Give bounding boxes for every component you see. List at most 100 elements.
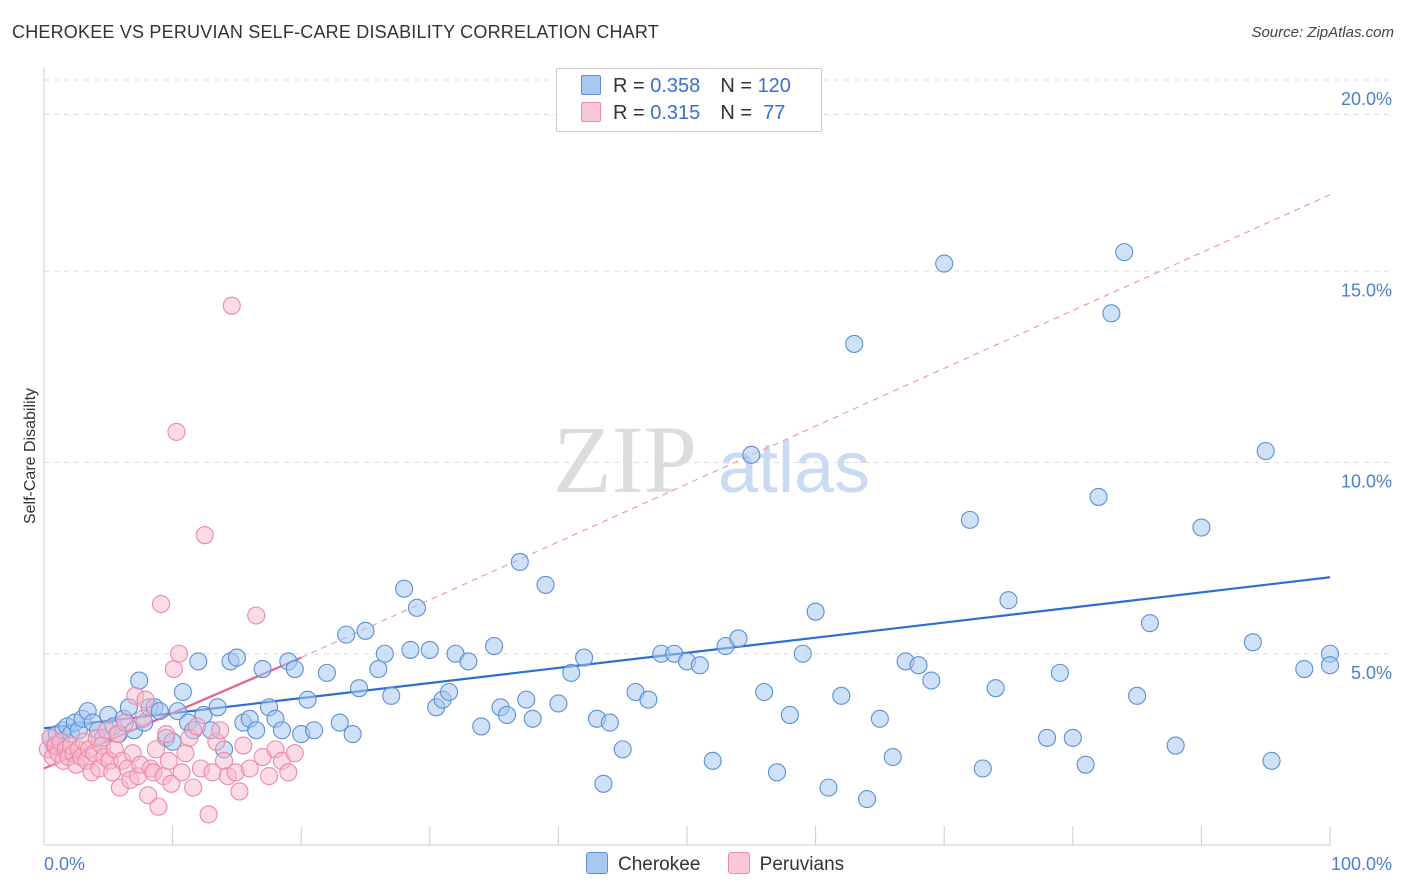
- y-axis-label: Self-Care Disability: [22, 388, 39, 524]
- peruvian-trend-extension: [300, 194, 1331, 659]
- cherokee-point: [562, 663, 581, 682]
- cherokee-point: [1102, 304, 1121, 323]
- cherokee-point: [1243, 633, 1262, 652]
- legend-r-value: 0.358: [650, 75, 701, 97]
- legend-item-cherokee: Cherokee: [586, 852, 700, 876]
- peruvian-point: [149, 797, 168, 816]
- source-label: Source: ZipAtlas.com: [1251, 24, 1394, 41]
- cherokee-point: [845, 334, 864, 353]
- legend-r-label: R =: [613, 75, 651, 97]
- cherokee-point: [375, 644, 394, 663]
- cherokee-point: [1050, 663, 1069, 682]
- peruvian-point: [133, 709, 153, 728]
- cherokee-point: [382, 686, 401, 705]
- cherokee-point: [510, 552, 529, 572]
- peruvian-point: [164, 659, 183, 679]
- cherokee-point: [1038, 728, 1057, 747]
- cherokee-point: [857, 790, 877, 809]
- x-tick-labels: 0.0% 100.0%: [44, 854, 1392, 874]
- cherokee-point: [173, 682, 192, 702]
- y-tick-label: 20.0%: [1341, 89, 1392, 109]
- chart-title: CHEROKEE VS PERUVIAN SELF-CARE DISABILIT…: [12, 22, 659, 42]
- cherokee-point: [420, 640, 439, 659]
- cherokee-point: [883, 747, 902, 767]
- cherokee-point: [1192, 518, 1211, 537]
- peruvian-point: [187, 717, 207, 736]
- peruvian-point: [285, 744, 304, 763]
- peruvian-legend-swatch: [727, 852, 750, 874]
- cherokee-point: [1115, 243, 1134, 262]
- peruvian-point: [240, 759, 259, 778]
- cherokee-point: [575, 648, 594, 667]
- cherokee-point: [440, 682, 459, 702]
- cherokee-point: [285, 659, 304, 679]
- cherokee-point: [613, 740, 632, 759]
- cherokee-point: [337, 625, 356, 644]
- peruvian-point: [157, 725, 176, 744]
- watermark-zip: ZIP: [553, 406, 697, 513]
- y-tick-label: 15.0%: [1341, 280, 1392, 300]
- cherokee-point: [189, 652, 208, 671]
- cherokee-point: [1128, 686, 1147, 705]
- grid-lines: [44, 79, 1394, 655]
- cherokee-point: [1295, 659, 1314, 679]
- y-tick-labels: 5.0% 10.0% 15.0% 20.0%: [1341, 89, 1392, 683]
- cherokee-point: [247, 721, 266, 740]
- cherokee-point: [703, 751, 722, 770]
- cherokee-point: [1262, 751, 1281, 770]
- cherokee-point: [407, 598, 426, 617]
- peruvian-points: [38, 296, 304, 824]
- cherokee-point: [832, 686, 851, 705]
- cherokee-point: [690, 656, 709, 675]
- series-legend: Cherokee Peruvians: [586, 852, 866, 876]
- cherokee-point: [227, 648, 246, 667]
- cherokee-point: [356, 621, 375, 640]
- cherokee-point: [459, 652, 478, 671]
- cherokee-point: [922, 671, 941, 690]
- cherokee-point: [317, 663, 336, 682]
- cherokee-point: [395, 579, 414, 598]
- y-tick-label: 5.0%: [1351, 663, 1392, 683]
- peruvian-point: [234, 736, 253, 755]
- cherokee-point: [369, 659, 388, 679]
- peruvian-point: [279, 763, 298, 782]
- peruvian-point: [139, 786, 158, 805]
- peruvian-point: [162, 774, 181, 793]
- cherokee-point: [960, 510, 979, 529]
- x-tick-label: 100.0%: [1331, 854, 1392, 874]
- cherokee-point: [497, 705, 517, 725]
- cherokee-point: [305, 721, 324, 740]
- cherokee-point: [780, 705, 799, 725]
- cherokee-point: [767, 763, 787, 782]
- peruvian-point: [176, 744, 195, 763]
- cherokee-point: [150, 702, 169, 721]
- cherokee-point: [330, 713, 349, 732]
- legend-label-peruvians: Peruvians: [759, 854, 845, 875]
- cherokee-point: [208, 698, 227, 717]
- cherokee-point: [343, 725, 362, 744]
- peruvian-point: [115, 713, 135, 732]
- cherokee-point: [549, 694, 568, 713]
- legend-item-peruvians: Peruvians: [727, 852, 845, 876]
- cherokee-legend-swatch: [586, 852, 608, 874]
- cherokee-point: [594, 774, 613, 793]
- x-tick-label: 0.0%: [44, 854, 85, 874]
- peruvian-point: [172, 763, 191, 782]
- cherokee-point: [485, 637, 504, 656]
- cherokee-point: [1256, 441, 1275, 461]
- cherokee-point: [999, 591, 1018, 610]
- cherokee-point: [272, 721, 291, 740]
- cherokee-point: [819, 778, 838, 797]
- peruvian-point: [146, 740, 165, 759]
- legend-r-value: 0.315: [650, 102, 701, 124]
- legend-label-cherokee: Cherokee: [618, 854, 701, 875]
- cherokee-point: [1166, 736, 1185, 755]
- cherokee-point: [909, 656, 928, 675]
- legend-n-value: 120: [757, 75, 791, 97]
- cherokee-point: [130, 671, 149, 690]
- cherokee-point: [742, 445, 761, 464]
- legend-n-value: 77: [757, 102, 786, 124]
- peruvian-point: [247, 606, 266, 625]
- cherokee-point: [298, 690, 317, 709]
